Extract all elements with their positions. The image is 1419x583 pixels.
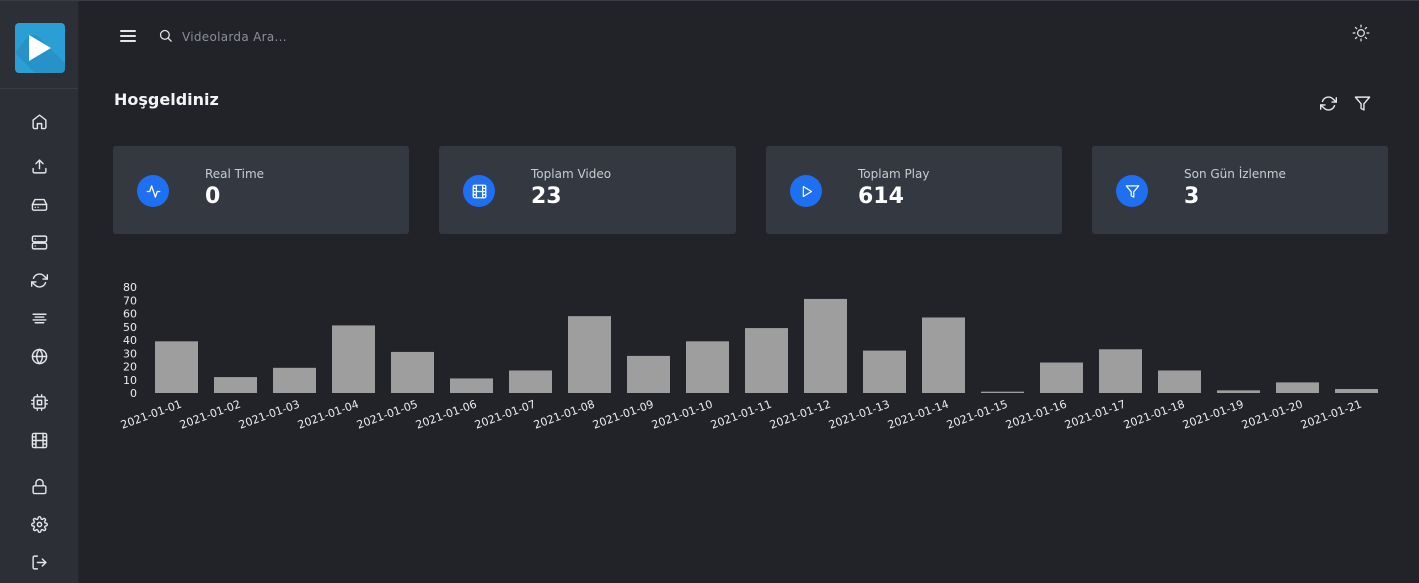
y-tick-label: 20 [123,361,137,374]
card-label: Toplam Play [858,167,930,181]
x-tick-label: 2021-01-02 [178,398,243,432]
settings-icon[interactable] [27,512,51,536]
x-tick-label: 2021-01-01 [119,398,184,432]
x-tick-label: 2021-01-10 [650,398,715,432]
y-tick-label: 40 [123,334,137,347]
bar[interactable] [155,341,198,393]
card-label: Son Gün İzlenme [1184,167,1286,181]
y-tick-label: 70 [123,294,137,307]
bar[interactable] [863,350,906,393]
x-tick-label: 2021-01-19 [1181,398,1246,432]
search-icon [158,28,174,44]
card-label: Toplam Video [531,167,612,181]
x-tick-label: 2021-01-08 [532,398,597,432]
bar[interactable] [273,367,316,393]
hard-drive-icon[interactable] [27,192,51,216]
bar[interactable] [509,370,552,393]
x-tick-label: 2021-01-20 [1240,398,1305,432]
lock-icon[interactable] [27,474,51,498]
upload-icon[interactable] [27,154,51,178]
bar[interactable] [1158,370,1201,393]
x-tick-label: 2021-01-13 [827,398,892,432]
x-tick-label: 2021-01-05 [355,398,420,432]
card-label: Real Time [205,167,265,181]
x-tick-label: 2021-01-15 [945,398,1010,432]
x-tick-label: 2021-01-06 [414,398,479,432]
x-tick-label: 2021-01-12 [768,398,833,432]
bar[interactable] [745,328,788,393]
filter-icon[interactable] [1354,95,1372,113]
card-value: 3 [1184,184,1200,209]
stat-card-last-day-views: Son Gün İzlenme 3 [1092,146,1388,234]
play-icon [790,175,822,207]
card-value: 614 [858,184,904,209]
bar[interactable] [1099,349,1142,393]
bar[interactable] [1040,362,1083,393]
globe-icon[interactable] [27,344,51,368]
bar-chart: 010203040506070802021-01-012021-01-02202… [119,281,1378,432]
stat-card-total-video: Toplam Video 23 [439,146,736,234]
cpu-icon[interactable] [27,390,51,414]
sun-icon[interactable] [1352,24,1372,44]
bar[interactable] [686,341,729,393]
page-title: Hoşgeldiniz [114,90,219,109]
activity-icon [137,175,169,207]
stat-card-total-play: Toplam Play 614 [766,146,1062,234]
y-tick-label: 80 [123,281,137,294]
align-center-icon[interactable] [27,306,51,330]
x-tick-label: 2021-01-18 [1122,398,1187,432]
refresh-icon[interactable] [27,268,51,292]
bar[interactable] [1276,382,1319,393]
menu-icon[interactable] [118,26,138,46]
x-tick-label: 2021-01-07 [473,398,538,432]
bar[interactable] [922,317,965,393]
logout-icon[interactable] [27,550,51,574]
bar[interactable] [391,351,434,393]
server-icon[interactable] [27,230,51,254]
daily-views-chart: 0 10 20 30 40 50 60 70 80 2021-01-01 2021-01-02 202… [100,270,1400,470]
film-icon [463,175,495,207]
bar[interactable] [568,316,611,393]
x-tick-label: 2021-01-11 [709,398,774,432]
sidebar [0,1,79,583]
bar[interactable] [627,355,670,393]
home-icon[interactable] [27,109,51,133]
card-value: 23 [531,184,562,209]
search-input[interactable] [180,25,484,49]
x-tick-label: 2021-01-04 [296,398,361,432]
bar[interactable] [981,391,1024,393]
card-value: 0 [205,184,221,209]
y-tick-label: 50 [123,321,137,334]
bar[interactable] [1217,390,1260,393]
y-tick-label: 10 [123,374,137,387]
app-logo[interactable] [15,23,65,73]
stat-card-real-time: Real Time 0 [113,146,409,234]
refresh-icon[interactable] [1320,95,1338,113]
bar[interactable] [804,298,847,393]
bar[interactable] [214,377,257,393]
y-tick-label: 30 [123,347,137,360]
x-tick-label: 2021-01-09 [591,398,656,432]
bar[interactable] [332,325,375,393]
x-tick-label: 2021-01-21 [1299,398,1364,432]
y-tick-label: 60 [123,308,137,321]
x-tick-label: 2021-01-17 [1063,398,1128,432]
bar[interactable] [1335,389,1378,393]
y-tick-label: 0 [130,387,137,400]
film-icon[interactable] [27,428,51,452]
bar[interactable] [450,378,493,393]
x-tick-label: 2021-01-03 [237,398,302,432]
filter-icon [1116,175,1148,207]
x-tick-label: 2021-01-16 [1004,398,1069,432]
x-tick-label: 2021-01-14 [886,398,951,432]
